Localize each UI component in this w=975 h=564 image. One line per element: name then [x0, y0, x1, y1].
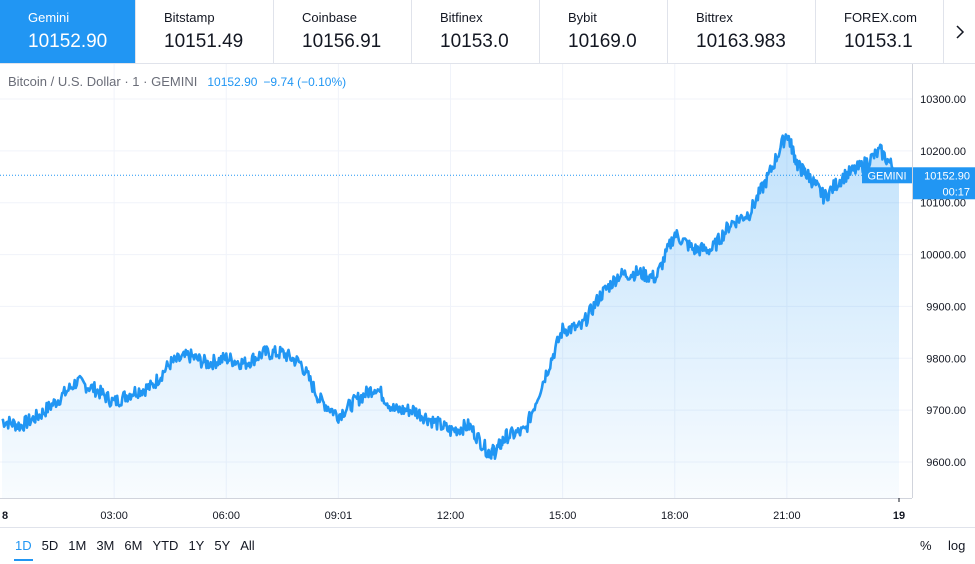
tab-price: 10163.983 [696, 31, 786, 52]
chart-canvas: 9600.00 9700.00 9800.00 9900.00 10000.00 1010… [0, 64, 975, 522]
tab-exchange-label: Bybit [568, 10, 597, 25]
tab-exchange-label: Gemini [28, 10, 70, 25]
price-chart[interactable]: 9600.00 9700.00 9800.00 9900.00 10000.00 1010… [0, 64, 975, 524]
y-tick-label: 9900.00 [926, 301, 966, 313]
log-scale-toggle[interactable]: log [948, 538, 966, 553]
x-tick-label: 21:00 [773, 510, 801, 522]
legend-last-price: 10152.90 [207, 75, 258, 89]
tab-price: 10151.49 [164, 31, 244, 52]
x-tick-label: 03:00 [100, 510, 128, 522]
percent-scale-toggle[interactable]: % [920, 538, 932, 553]
x-tick-label: 19 [893, 510, 905, 522]
tab-price: 10153.0 [440, 31, 509, 52]
x-tick-label: 09:01 [325, 510, 353, 522]
y-tick-label: 9600.00 [926, 457, 966, 469]
tab-price: 10153.1 [844, 31, 913, 52]
range-all[interactable]: All [240, 538, 255, 553]
x-tick-label: 18:00 [661, 510, 689, 522]
x-tick-label: 12:00 [437, 510, 465, 522]
exchange-tabs: Gemini 10152.90 Bitstamp 10151.49 Coinba… [0, 0, 975, 64]
legend-symbol: Bitcoin / U.S. Dollar · 1 · GEMINI [8, 74, 197, 89]
tab-exchange-label: Bitstamp [164, 10, 215, 25]
tab-exchange-label: Bittrex [696, 10, 733, 25]
x-tick-label: 06:00 [212, 510, 240, 522]
tab-price: 10169.0 [568, 31, 637, 52]
legend-pair: Bitcoin / U.S. Dollar [8, 74, 121, 89]
range-3m[interactable]: 3M [96, 538, 115, 553]
range-1m[interactable]: 1M [68, 538, 87, 553]
exchange-badge [862, 167, 912, 184]
tab-bybit[interactable]: Bybit 10169.0 [540, 0, 668, 63]
x-tick-label: 15:00 [549, 510, 577, 522]
y-tick-label: 10000.00 [920, 250, 966, 262]
range-5d[interactable]: 5D [41, 538, 59, 553]
tab-price: 10156.91 [302, 31, 382, 52]
range-1d[interactable]: 1D [10, 538, 37, 561]
series-area-fill [2, 134, 899, 498]
chevron-right-icon [955, 24, 964, 39]
legend-separator: · [124, 74, 129, 89]
tab-exchange-label: Bitfinex [440, 10, 483, 25]
y-tick-label: 10300.00 [920, 94, 966, 106]
legend-change: −9.74 (−0.10%) [263, 75, 347, 89]
range-ytd[interactable]: YTD [152, 538, 179, 553]
bottom-toolbar: 1D 5D 1M 3M 6M YTD 1Y 5Y All % log [0, 527, 975, 564]
last-price-axis-label [913, 167, 975, 200]
range-6m[interactable]: 6M [124, 538, 143, 553]
legend-separator: · [143, 74, 148, 89]
tab-coinbase[interactable]: Coinbase 10156.91 [274, 0, 412, 63]
tab-exchange-label: Coinbase [302, 10, 357, 25]
x-tick-label: 8 [2, 510, 8, 522]
y-tick-label: 10100.00 [920, 198, 966, 210]
y-tick-label: 10200.00 [920, 146, 966, 158]
time-range-selector: 1D 5D 1M 3M 6M YTD 1Y 5Y All [10, 538, 260, 561]
tab-forex[interactable]: FOREX.com 10153.1 [816, 0, 944, 63]
tab-price: 10152.90 [28, 31, 108, 52]
chart-legend: Bitcoin / U.S. Dollar · 1 · GEMINI 10152… [8, 74, 346, 89]
range-1y[interactable]: 1Y [188, 538, 205, 553]
tab-bitfinex[interactable]: Bitfinex 10153.0 [412, 0, 540, 63]
tab-exchange-label: FOREX.com [844, 10, 917, 25]
tab-gemini[interactable]: Gemini 10152.90 [0, 0, 136, 63]
tab-bitstamp[interactable]: Bitstamp 10151.49 [136, 0, 274, 63]
last-price-value: 10152.90 [924, 170, 970, 182]
legend-exchange: GEMINI [151, 74, 198, 89]
legend-interval: 1 [132, 74, 140, 89]
y-tick-label: 9800.00 [926, 353, 966, 365]
bar-countdown: 00:17 [942, 186, 970, 198]
range-5y[interactable]: 5Y [214, 538, 231, 553]
tabs-scroll-right-button[interactable] [944, 0, 975, 63]
exchange-badge-label: GEMINI [867, 170, 906, 182]
tab-bittrex[interactable]: Bittrex 10163.983 [668, 0, 816, 63]
series-price-line [1, 133, 901, 460]
y-tick-label: 9700.00 [926, 405, 966, 417]
